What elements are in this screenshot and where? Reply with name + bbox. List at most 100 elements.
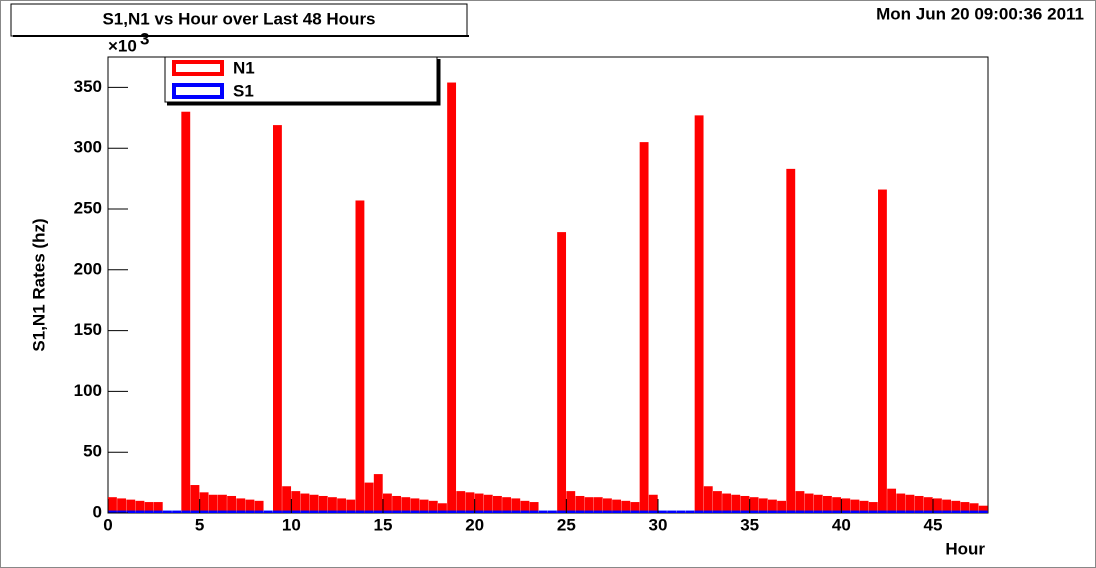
bar bbox=[823, 495, 832, 513]
bar bbox=[218, 494, 227, 513]
bar bbox=[694, 115, 704, 514]
bar bbox=[447, 82, 457, 513]
bar bbox=[566, 510, 576, 513]
bar bbox=[337, 510, 347, 513]
bar bbox=[795, 491, 805, 513]
bar bbox=[914, 495, 924, 513]
bar bbox=[648, 494, 658, 513]
bar bbox=[694, 510, 704, 513]
bar bbox=[181, 111, 191, 513]
bar bbox=[859, 510, 869, 513]
bar bbox=[933, 510, 942, 513]
bar bbox=[227, 510, 237, 513]
x-tick-label: 5 bbox=[195, 515, 204, 534]
bar bbox=[731, 494, 741, 513]
bar bbox=[538, 510, 548, 513]
y-tick-label: 100 bbox=[74, 381, 102, 400]
bar bbox=[878, 510, 887, 513]
bar bbox=[731, 510, 741, 513]
x-tick-label: 40 bbox=[832, 515, 851, 534]
bar bbox=[969, 503, 979, 513]
bar bbox=[603, 510, 612, 513]
bar bbox=[218, 510, 227, 513]
bar bbox=[291, 510, 301, 513]
bar bbox=[282, 486, 292, 513]
bar bbox=[199, 492, 209, 513]
x-tick-label: 15 bbox=[374, 515, 393, 534]
bar bbox=[758, 498, 768, 513]
x-tick-label: 20 bbox=[465, 515, 484, 534]
y-tick-label: 350 bbox=[74, 77, 102, 96]
bar bbox=[236, 510, 246, 513]
bar bbox=[245, 510, 255, 513]
bar bbox=[373, 474, 383, 513]
bar bbox=[300, 493, 310, 513]
plot-frame bbox=[107, 56, 989, 514]
bar bbox=[575, 495, 585, 513]
bar bbox=[126, 499, 136, 513]
bar bbox=[758, 510, 768, 513]
bar bbox=[511, 510, 521, 513]
bar bbox=[117, 498, 127, 513]
bar bbox=[355, 510, 365, 513]
bar bbox=[144, 510, 154, 513]
bar bbox=[511, 498, 521, 513]
bar bbox=[529, 510, 539, 513]
bar bbox=[181, 510, 191, 513]
bar bbox=[135, 510, 145, 513]
bar bbox=[703, 510, 713, 513]
bar bbox=[254, 510, 264, 513]
bar bbox=[575, 510, 585, 513]
bar bbox=[795, 510, 805, 513]
bar bbox=[740, 510, 750, 513]
bar bbox=[859, 500, 869, 513]
date-stamp: Mon Jun 20 09:00:36 2011 bbox=[876, 4, 1084, 23]
bar bbox=[410, 510, 420, 513]
bar bbox=[318, 510, 328, 513]
bar bbox=[868, 502, 878, 513]
bar bbox=[135, 500, 145, 513]
y-tick-label: 50 bbox=[83, 442, 102, 461]
bar bbox=[483, 494, 493, 513]
bar bbox=[557, 510, 567, 513]
bar bbox=[749, 510, 759, 513]
bar bbox=[630, 502, 640, 513]
bar bbox=[163, 510, 172, 513]
bar bbox=[456, 510, 466, 513]
x-axis-label: Hour bbox=[945, 539, 985, 558]
bar bbox=[951, 510, 961, 513]
bar bbox=[291, 491, 301, 513]
bar bbox=[740, 495, 750, 513]
chart-title: S1,N1 vs Hour over Last 48 Hours bbox=[102, 9, 375, 28]
bar bbox=[273, 125, 282, 513]
bar bbox=[548, 510, 557, 513]
bar bbox=[392, 510, 402, 513]
bar bbox=[199, 510, 209, 513]
bar bbox=[584, 510, 594, 513]
bar bbox=[172, 510, 182, 513]
bar bbox=[428, 510, 438, 513]
legend-label: S1 bbox=[233, 81, 254, 100]
bar bbox=[868, 510, 878, 513]
bar bbox=[813, 510, 823, 513]
bar bbox=[456, 491, 466, 513]
y-multiplier: ×10 bbox=[108, 36, 137, 55]
bar bbox=[108, 510, 117, 513]
bar bbox=[786, 510, 796, 513]
bar bbox=[777, 500, 787, 513]
bar bbox=[474, 493, 484, 513]
bar bbox=[364, 482, 374, 513]
bar bbox=[923, 497, 933, 513]
bar bbox=[896, 493, 906, 513]
legend-box bbox=[164, 56, 438, 103]
bar bbox=[438, 503, 447, 513]
bar bbox=[850, 499, 860, 513]
bar bbox=[823, 510, 832, 513]
bar bbox=[438, 510, 447, 513]
bar bbox=[401, 510, 411, 513]
bar bbox=[465, 492, 475, 513]
bar bbox=[841, 498, 851, 513]
bar bbox=[722, 510, 732, 513]
bar bbox=[428, 500, 438, 513]
